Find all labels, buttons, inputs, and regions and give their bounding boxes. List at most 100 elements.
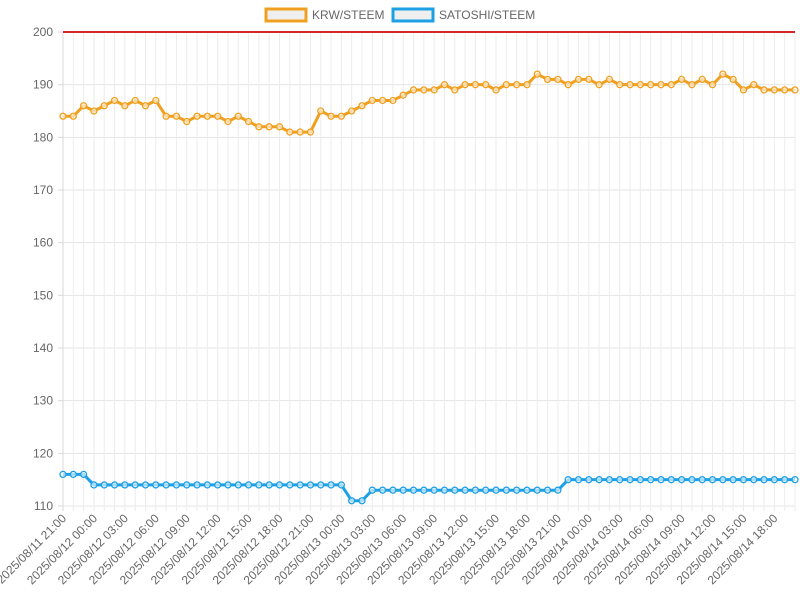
data-point[interactable] [729, 75, 737, 84]
data-point[interactable] [667, 81, 675, 89]
data-point[interactable] [69, 112, 77, 120]
data-point[interactable] [213, 481, 222, 489]
data-point[interactable] [626, 81, 634, 89]
data-point[interactable] [162, 112, 170, 120]
data-point[interactable] [585, 476, 593, 484]
data-point[interactable] [574, 75, 583, 84]
data-point[interactable] [595, 81, 603, 89]
data-point[interactable] [729, 476, 737, 484]
data-point[interactable] [152, 96, 160, 105]
data-point[interactable] [677, 75, 686, 84]
data-point[interactable] [141, 102, 150, 110]
data-point[interactable] [461, 81, 469, 89]
data-point[interactable] [224, 117, 232, 126]
data-point[interactable] [100, 102, 108, 110]
data-point[interactable] [141, 481, 150, 489]
data-point[interactable] [698, 75, 706, 84]
data-point[interactable] [296, 128, 304, 136]
data-point[interactable] [265, 123, 273, 131]
data-point[interactable] [719, 476, 727, 484]
data-point[interactable] [399, 486, 407, 494]
data-point[interactable] [69, 470, 77, 479]
data-point[interactable] [131, 481, 139, 489]
data-point[interactable] [244, 481, 253, 489]
data-point[interactable] [389, 486, 397, 494]
data-point[interactable] [193, 112, 201, 120]
data-point[interactable] [152, 481, 160, 489]
data-point[interactable] [183, 117, 191, 126]
data-point[interactable] [327, 112, 335, 120]
data-point[interactable] [399, 91, 407, 99]
data-point[interactable] [337, 112, 346, 120]
data-point[interactable] [255, 481, 263, 489]
data-point[interactable] [471, 486, 480, 494]
data-point[interactable] [100, 481, 108, 489]
data-point[interactable] [79, 102, 88, 110]
data-point[interactable] [667, 476, 675, 484]
data-point[interactable] [378, 486, 387, 494]
data-point[interactable] [512, 81, 521, 89]
data-point[interactable] [59, 470, 67, 479]
data-point[interactable] [213, 112, 222, 120]
data-point[interactable] [430, 86, 438, 94]
data-point[interactable] [409, 486, 418, 494]
data-point[interactable] [420, 86, 428, 94]
data-point[interactable] [708, 476, 717, 484]
data-point[interactable] [533, 70, 541, 78]
data-point[interactable] [121, 481, 129, 489]
data-point[interactable] [430, 486, 438, 494]
data-point[interactable] [358, 102, 366, 110]
data-point[interactable] [234, 481, 242, 489]
data-point[interactable] [337, 481, 346, 489]
data-point[interactable] [605, 476, 614, 484]
data-point[interactable] [574, 476, 583, 484]
data-point[interactable] [770, 86, 779, 94]
data-point[interactable] [306, 128, 315, 136]
data-point[interactable] [482, 486, 490, 494]
data-point[interactable] [739, 476, 748, 484]
data-point[interactable] [626, 476, 634, 484]
data-point[interactable] [482, 81, 490, 89]
data-point[interactable] [451, 86, 459, 94]
data-point[interactable] [719, 70, 727, 78]
data-point[interactable] [162, 481, 170, 489]
data-point[interactable] [688, 476, 696, 484]
data-point[interactable] [523, 486, 531, 494]
data-point[interactable] [255, 123, 263, 131]
legend[interactable]: KRW/STEEM SATOSHI/STEEM [264, 7, 535, 23]
data-point[interactable] [554, 486, 562, 494]
legend-item-krw-steem[interactable]: KRW/STEEM [264, 7, 384, 23]
data-point[interactable] [564, 81, 572, 89]
data-point[interactable] [543, 486, 552, 494]
data-point[interactable] [224, 481, 232, 489]
data-point[interactable] [420, 486, 428, 494]
data-point[interactable] [368, 96, 376, 105]
data-point[interactable] [605, 75, 614, 84]
data-point[interactable] [554, 75, 562, 84]
data-point[interactable] [647, 476, 655, 484]
data-point[interactable] [750, 81, 758, 89]
data-point[interactable] [265, 481, 273, 489]
data-point[interactable] [244, 117, 253, 126]
data-point[interactable] [791, 476, 799, 484]
data-point[interactable] [327, 481, 335, 489]
data-point[interactable] [698, 476, 706, 484]
data-point[interactable] [647, 81, 655, 89]
data-point[interactable] [750, 476, 758, 484]
data-point[interactable] [59, 112, 67, 120]
data-point[interactable] [688, 81, 696, 89]
data-point[interactable] [348, 497, 356, 505]
data-point[interactable] [451, 486, 459, 494]
data-point[interactable] [512, 486, 521, 494]
data-point[interactable] [564, 476, 572, 484]
data-point[interactable] [523, 81, 531, 89]
data-point[interactable] [121, 102, 129, 110]
data-point[interactable] [440, 81, 449, 89]
data-point[interactable] [760, 86, 768, 94]
data-point[interactable] [471, 81, 480, 89]
data-point[interactable] [286, 481, 294, 489]
data-point[interactable] [368, 486, 376, 494]
data-point[interactable] [193, 481, 201, 489]
data-point[interactable] [739, 86, 748, 94]
data-point[interactable] [183, 481, 191, 489]
